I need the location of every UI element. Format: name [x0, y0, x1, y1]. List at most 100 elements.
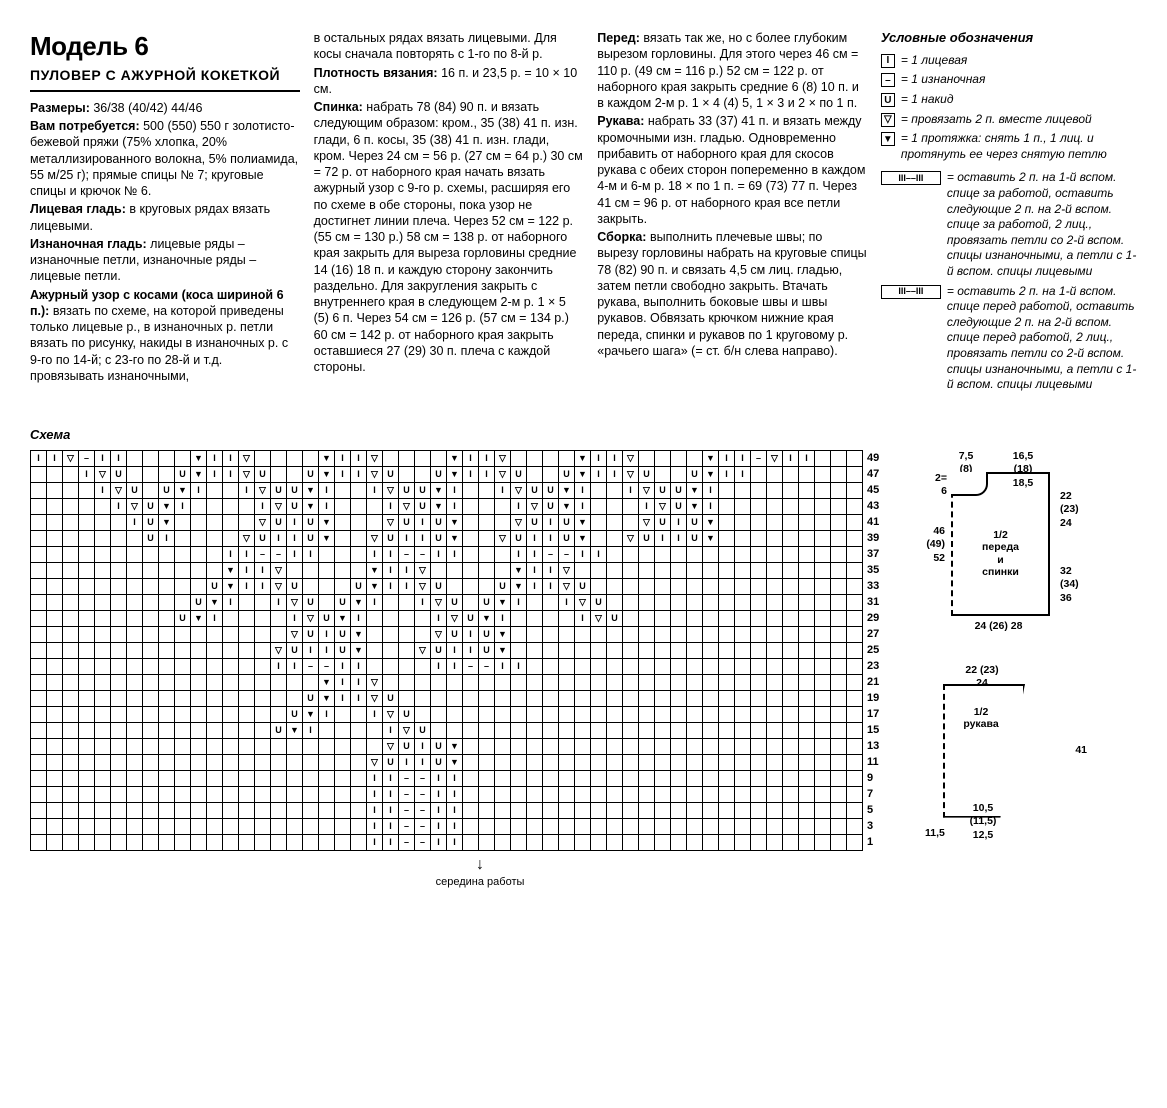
chart-cell — [511, 642, 527, 658]
chart-cell — [751, 546, 767, 562]
chart-cell — [655, 722, 671, 738]
center-work-label: середина работы — [410, 855, 550, 890]
legend-symbol: I — [881, 54, 895, 68]
chart-cell — [95, 834, 111, 850]
chart-cell: – — [751, 450, 767, 466]
chart-cell — [591, 706, 607, 722]
chart-cell — [239, 642, 255, 658]
chart-cell: ▽ — [271, 498, 287, 514]
chart-cell: I — [399, 530, 415, 546]
chart-cell: – — [399, 770, 415, 786]
chart-cell — [799, 594, 815, 610]
chart-cell — [527, 706, 543, 722]
chart-cell — [751, 562, 767, 578]
chart-cell — [31, 834, 47, 850]
chart-cell: I — [735, 466, 751, 482]
chart-cell — [703, 594, 719, 610]
chart-cell — [767, 466, 783, 482]
chart-cell — [207, 546, 223, 562]
chart-cell — [607, 722, 623, 738]
chart-cell — [31, 722, 47, 738]
chart-cell — [159, 770, 175, 786]
chart-cell — [783, 786, 799, 802]
chart-cell: ▽ — [271, 562, 287, 578]
chart-cell — [191, 786, 207, 802]
chart-cell — [287, 834, 303, 850]
chart-cell — [527, 450, 543, 466]
chart-cell — [351, 498, 367, 514]
chart-cell — [239, 658, 255, 674]
chart-cell — [767, 738, 783, 754]
chart-cell — [783, 834, 799, 850]
chart-cell: ▽ — [367, 754, 383, 770]
chart-cell — [79, 642, 95, 658]
chart-cell — [399, 626, 415, 642]
chart-cell — [351, 530, 367, 546]
chart-cell: ▽ — [239, 530, 255, 546]
chart-row-number: 7 — [863, 786, 888, 802]
chart-cell — [495, 546, 511, 562]
chart-cell: U — [687, 514, 703, 530]
chart-cell — [111, 626, 127, 642]
chart-cell — [255, 770, 271, 786]
chart-cell — [223, 514, 239, 530]
chart-cell: ▼ — [319, 466, 335, 482]
chart-cell — [559, 802, 575, 818]
chart-cell — [751, 466, 767, 482]
chart-cell: I — [383, 546, 399, 562]
chart-cell — [31, 578, 47, 594]
chart-cell — [159, 594, 175, 610]
chart-cell — [783, 578, 799, 594]
chart-cell — [847, 706, 863, 722]
chart-cell — [671, 706, 687, 722]
chart-cell — [111, 706, 127, 722]
chart-cell — [751, 482, 767, 498]
chart-cell — [287, 450, 303, 466]
chart-cell — [815, 578, 831, 594]
chart-cell — [735, 594, 751, 610]
chart-cell: I — [447, 786, 463, 802]
chart-cell — [799, 658, 815, 674]
chart-cell — [95, 530, 111, 546]
chart-cell — [255, 786, 271, 802]
chart-cell — [527, 594, 543, 610]
chart-cell — [735, 834, 751, 850]
chart-cell — [847, 802, 863, 818]
chart-cell: I — [399, 578, 415, 594]
chart-cell — [783, 738, 799, 754]
chart-cell — [735, 802, 751, 818]
chart-cell: I — [191, 482, 207, 498]
chart-cell — [223, 818, 239, 834]
chart-cell — [463, 578, 479, 594]
chart-cell: I — [239, 546, 255, 562]
chart-cell — [575, 754, 591, 770]
chart-cell — [287, 754, 303, 770]
chart-cell: U — [255, 466, 271, 482]
chart-cell — [447, 722, 463, 738]
chart-cell — [47, 610, 63, 626]
chart-cell — [687, 770, 703, 786]
chart-cell — [335, 514, 351, 530]
chart-cell — [799, 626, 815, 642]
chart-cell — [783, 610, 799, 626]
chart-cell — [47, 738, 63, 754]
chart-cell — [79, 706, 95, 722]
chart-cell — [719, 594, 735, 610]
chart-cell — [575, 802, 591, 818]
chart-cell: I — [655, 530, 671, 546]
chart-cell — [751, 770, 767, 786]
chart-cell: I — [591, 466, 607, 482]
chart-cell — [79, 546, 95, 562]
chart-cell — [207, 482, 223, 498]
chart-cell: U — [431, 578, 447, 594]
sizes-label: Размеры: — [30, 101, 90, 115]
chart-cell — [831, 594, 847, 610]
chart-cell — [447, 706, 463, 722]
chart-cell — [255, 834, 271, 850]
chart-cell — [559, 738, 575, 754]
chart-cell — [63, 786, 79, 802]
chart-cell — [703, 738, 719, 754]
body-outline: 1/2передаиспинки — [951, 472, 1050, 616]
chart-cell: ▼ — [303, 498, 319, 514]
chart-cell — [143, 546, 159, 562]
